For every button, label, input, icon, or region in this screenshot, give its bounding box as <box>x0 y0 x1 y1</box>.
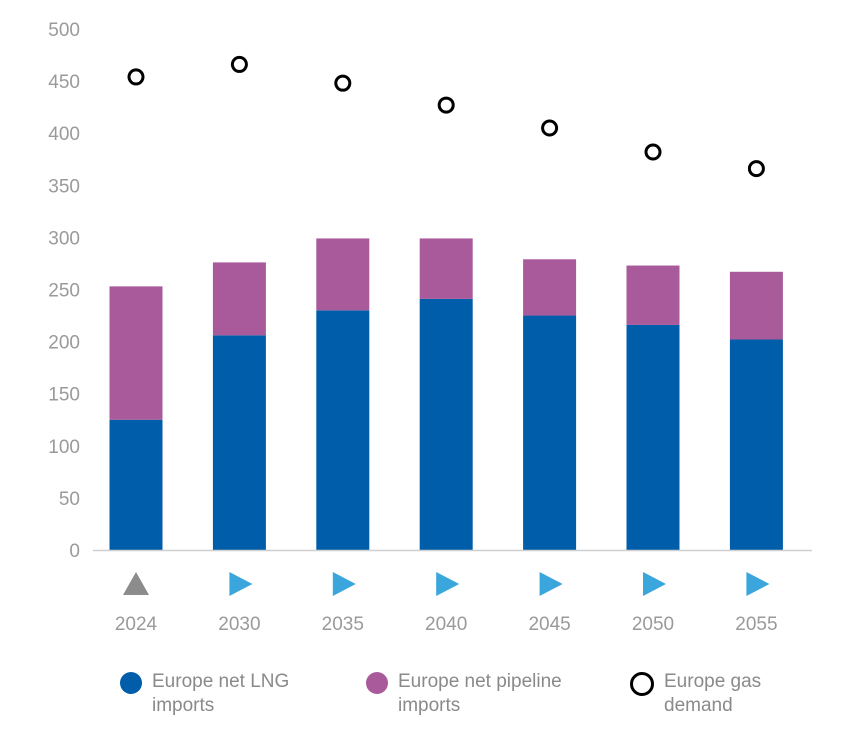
y-tick-label: 200 <box>48 333 80 354</box>
y-tick-label: 100 <box>48 437 80 458</box>
y-tick-label: 0 <box>69 541 80 562</box>
legend-item-pipeline: Europe net pipeline imports <box>366 670 588 718</box>
demand-point <box>127 68 145 86</box>
legend-item-lng: Europe net LNG imports <box>120 670 312 718</box>
triangle-right-icon <box>436 572 460 596</box>
demand-point <box>541 119 559 137</box>
triangle-up-icon <box>123 572 149 595</box>
x-tick-label: 2030 <box>218 614 260 635</box>
bar-pipeline <box>316 238 370 311</box>
y-tick-label: 400 <box>48 124 80 145</box>
x-tick-label: 2055 <box>735 614 777 635</box>
x-tick-label: 2050 <box>632 614 674 635</box>
y-tick-label: 350 <box>48 176 80 197</box>
triangle-right-icon <box>229 572 253 596</box>
bar-pipeline <box>212 262 266 336</box>
bar-lng <box>212 335 266 550</box>
bar-lng <box>729 339 783 550</box>
y-tick-label: 300 <box>48 228 80 249</box>
bar-pipeline <box>626 265 680 325</box>
legend-label: Europe net LNG imports <box>152 671 290 716</box>
legend-swatch-lng <box>120 672 142 694</box>
demand-point <box>230 55 248 73</box>
bar-pipeline <box>419 238 473 299</box>
y-tick-label: 500 <box>48 20 80 41</box>
x-tick-label: 2024 <box>115 614 158 635</box>
triangle-right-icon <box>332 572 356 596</box>
y-tick-label: 50 <box>59 489 80 510</box>
bar-lng <box>109 419 163 550</box>
triangle-right-icon <box>539 572 563 596</box>
demand-point <box>644 143 662 161</box>
bar-lng <box>419 298 473 550</box>
triangle-right-icon <box>746 572 770 596</box>
x-tick-label: 2045 <box>528 614 570 635</box>
bar-pipeline <box>109 286 163 420</box>
x-tick-label: 2035 <box>322 614 364 635</box>
x-tick-label: 2040 <box>425 614 467 635</box>
legend-swatch-pipeline <box>366 672 388 694</box>
y-tick-label: 250 <box>48 281 80 302</box>
legend-label: Europe gas demand <box>664 671 762 716</box>
bar-pipeline <box>523 259 577 316</box>
demand-point <box>747 160 765 178</box>
legend-swatch-demand <box>630 672 654 696</box>
demand-point <box>334 74 352 92</box>
chart: 0 50 100 150 200 250 300 350 400 450 500 2024 2030 20… <box>48 20 812 635</box>
demand-point <box>437 96 455 114</box>
bar-lng <box>316 310 370 550</box>
y-tick-label: 150 <box>48 385 80 406</box>
bar-pipeline <box>729 271 783 340</box>
bar-lng <box>523 315 577 550</box>
legend-item-demand: Europe gas demand <box>630 670 784 718</box>
y-tick-label: 450 <box>48 72 80 93</box>
triangle-right-icon <box>643 572 666 596</box>
legend-label: Europe net pipeline imports <box>398 671 562 716</box>
bar-lng <box>626 324 680 550</box>
